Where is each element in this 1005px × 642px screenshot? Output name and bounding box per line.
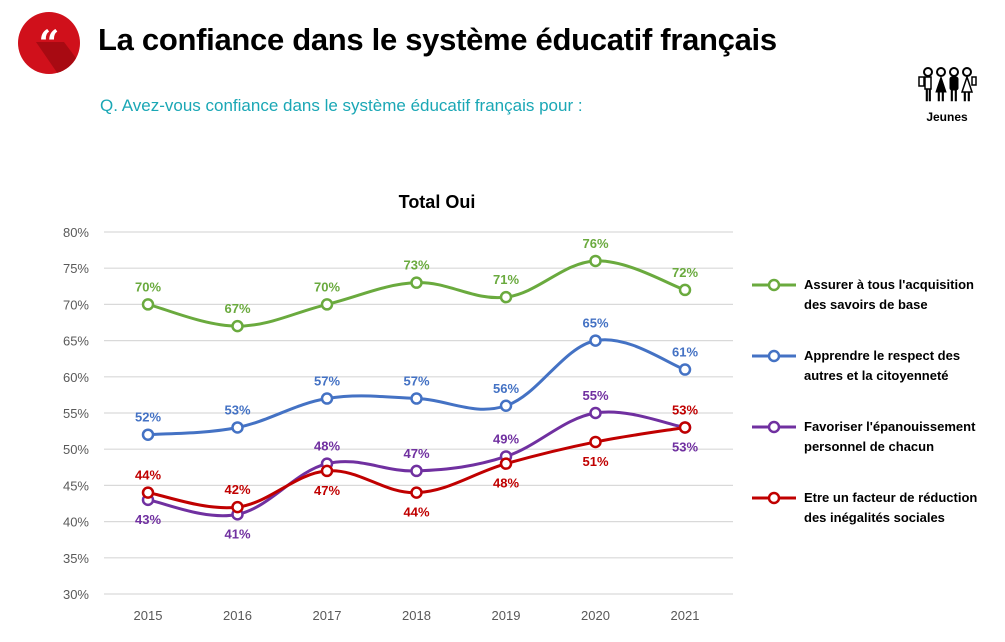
data-label: 48% <box>493 476 519 491</box>
legend-marker-icon <box>752 349 796 363</box>
data-label: 72% <box>672 265 698 280</box>
data-label: 52% <box>135 410 161 425</box>
y-tick-label: 30% <box>63 587 89 602</box>
legend-label-line: des inégalités sociales <box>804 510 945 525</box>
data-label: 53% <box>224 402 250 417</box>
page-title: La confiance dans le système éducatif fr… <box>98 22 777 57</box>
y-tick-label: 50% <box>63 442 89 457</box>
legend-label: Favoriser l'épanouissement personnel de c… <box>804 417 994 457</box>
y-tick-label: 70% <box>63 297 89 312</box>
data-point <box>678 421 692 434</box>
legend-label-line: des savoirs de base <box>804 297 928 312</box>
legend-label-line: personnel de chacun <box>804 439 935 454</box>
y-tick-label: 35% <box>63 551 89 566</box>
data-point <box>320 464 334 478</box>
data-label: 47% <box>314 483 340 498</box>
legend-label: Etre un facteur de réduction des inégalit… <box>804 488 994 528</box>
data-label: 67% <box>224 301 250 316</box>
data-label: 41% <box>224 526 250 541</box>
data-point <box>141 298 155 311</box>
data-point <box>320 298 334 311</box>
data-point <box>410 392 423 405</box>
data-label: 73% <box>403 258 429 273</box>
legend-label-line: autres et la citoyenneté <box>804 368 949 383</box>
legend-item: Apprendre le respect des autres et la cit… <box>752 346 994 386</box>
x-tick-label: 2019 <box>492 608 521 623</box>
data-label: 70% <box>314 279 340 294</box>
audience-badge: Jeunes <box>912 66 982 124</box>
audience-label: Jeunes <box>926 110 968 124</box>
data-label: 51% <box>582 454 608 469</box>
x-tick-label: 2017 <box>313 608 342 623</box>
y-tick-label: 65% <box>63 334 89 349</box>
data-point <box>589 406 602 420</box>
x-tick-label: 2021 <box>671 608 700 623</box>
svg-text:“: “ <box>39 23 60 65</box>
data-label: 57% <box>314 374 340 389</box>
y-tick-label: 75% <box>63 261 89 276</box>
data-label: 65% <box>582 316 608 331</box>
data-point <box>499 399 513 413</box>
data-label: 48% <box>314 439 340 454</box>
data-point <box>589 254 602 268</box>
quote-logo-icon: “ <box>18 12 80 74</box>
y-tick-label: 60% <box>63 370 89 385</box>
x-tick-label: 2016 <box>223 608 252 623</box>
data-point <box>141 428 155 441</box>
data-point <box>410 486 423 499</box>
data-point <box>410 464 423 478</box>
data-point <box>320 392 334 405</box>
data-point <box>231 319 244 333</box>
data-point <box>141 486 155 499</box>
data-point <box>410 276 423 289</box>
data-point <box>589 435 602 449</box>
data-label: 44% <box>403 505 429 520</box>
x-tick-label: 2015 <box>134 608 163 623</box>
legend-label-line: Favoriser l'épanouissement <box>804 419 976 434</box>
y-tick-label: 55% <box>63 406 89 421</box>
legend-label: Apprendre le respect des autres et la cit… <box>804 346 994 386</box>
data-label: 42% <box>224 482 250 497</box>
legend-marker-icon <box>752 420 796 434</box>
x-tick-label: 2018 <box>402 608 431 623</box>
data-label: 56% <box>493 381 519 396</box>
data-point <box>678 283 692 297</box>
data-point <box>499 457 513 470</box>
y-tick-label: 80% <box>63 225 89 240</box>
legend-item: Assurer à tous l'acquisition des savoirs … <box>752 275 994 315</box>
y-tick-label: 40% <box>63 515 89 530</box>
legend-label-line: Etre un facteur de réduction <box>804 490 978 505</box>
data-label: 47% <box>403 446 429 461</box>
data-label: 44% <box>135 468 161 483</box>
x-tick-label: 2020 <box>581 608 610 623</box>
data-label: 53% <box>672 402 698 417</box>
legend-label-line: Apprendre le respect des <box>804 348 961 363</box>
legend-marker-icon <box>752 491 796 505</box>
legend-item: Etre un facteur de réduction des inégalit… <box>752 488 994 528</box>
data-label: 76% <box>582 236 608 251</box>
data-label: 57% <box>403 374 429 389</box>
y-tick-label: 45% <box>63 478 89 493</box>
survey-question: Q. Avez-vous confiance dans le système é… <box>100 96 583 115</box>
data-label: 43% <box>135 512 161 527</box>
legend-label: Assurer à tous l'acquisition des savoirs … <box>804 275 994 315</box>
data-label: 55% <box>582 388 608 403</box>
data-label: 53% <box>672 439 698 454</box>
legend-marker-icon <box>752 278 796 292</box>
data-label: 71% <box>493 272 519 287</box>
data-point <box>499 290 513 304</box>
data-point <box>231 421 244 434</box>
data-point <box>678 363 692 376</box>
data-label: 49% <box>493 431 519 446</box>
group-of-people-icon <box>918 67 977 102</box>
data-label: 61% <box>672 345 698 360</box>
chart-title: Total Oui <box>399 192 476 212</box>
legend-label-line: Assurer à tous l'acquisition <box>804 277 974 292</box>
data-point <box>231 500 244 514</box>
legend-item: Favoriser l'épanouissement personnel de c… <box>752 417 994 457</box>
data-label: 70% <box>135 279 161 294</box>
data-point <box>589 334 602 347</box>
